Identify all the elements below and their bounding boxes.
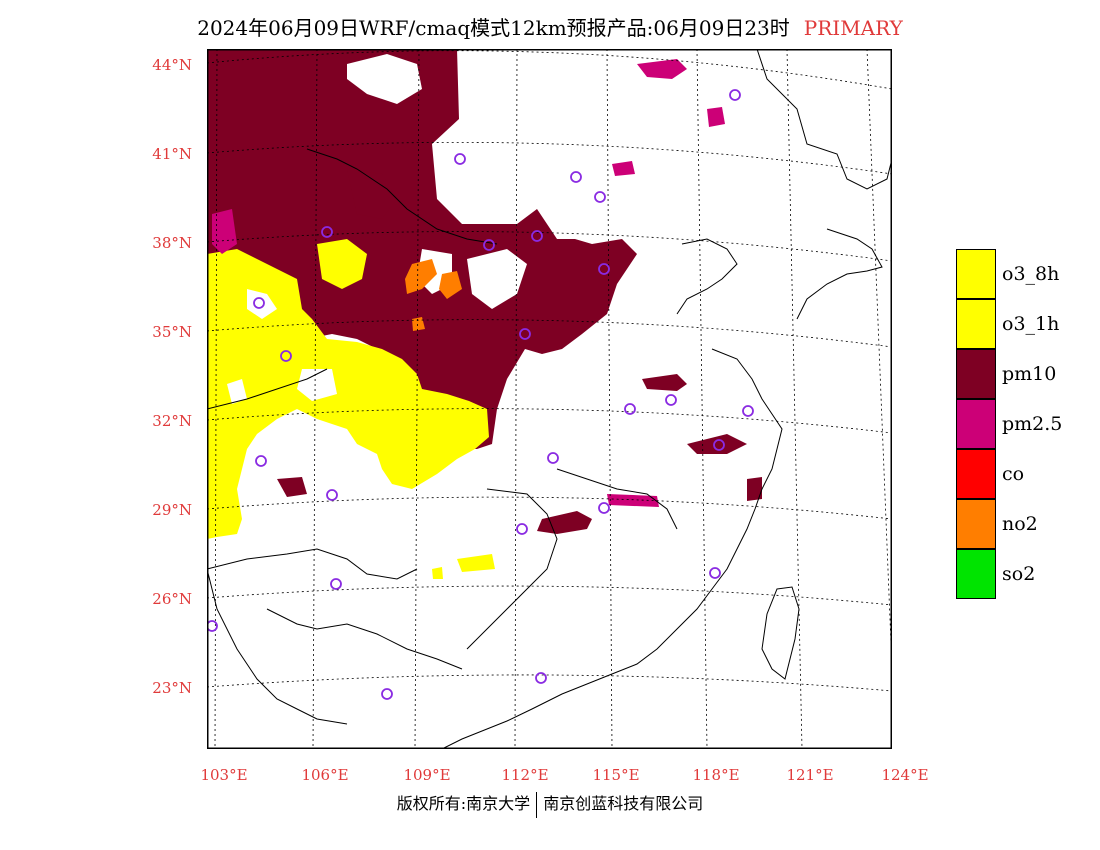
- lon-label-121: 121°E: [786, 766, 834, 784]
- legend-item-o3-1h: o3_1h: [956, 299, 1086, 349]
- legend-item-so2: so2: [956, 549, 1086, 599]
- legend-item-pm25: pm2.5: [956, 399, 1086, 449]
- lon-label-106: 106°E: [301, 766, 349, 784]
- legend-label: o3_8h: [1002, 263, 1060, 285]
- map-area: [207, 49, 892, 749]
- o3-holes: [227, 289, 337, 404]
- legend-item-pm10: pm10: [956, 349, 1086, 399]
- lon-label-112: 112°E: [501, 766, 549, 784]
- lat-label-38: 38°N: [152, 234, 192, 252]
- station-markers: [207, 89, 754, 700]
- lat-label-35: 35°N: [152, 323, 192, 341]
- lon-label-109: 109°E: [403, 766, 451, 784]
- lat-label-29: 29°N: [152, 501, 192, 519]
- graticule: [207, 49, 892, 749]
- legend-swatch: [956, 399, 996, 449]
- legend-label: o3_1h: [1002, 313, 1060, 335]
- map-border: [207, 49, 892, 749]
- lat-label-44: 44°N: [152, 56, 192, 74]
- legend-label: pm2.5: [1002, 413, 1063, 435]
- footer-divider: [536, 791, 538, 818]
- lat-label-26: 26°N: [152, 590, 192, 608]
- primary-tag: PRIMARY: [803, 16, 903, 40]
- legend-label: pm10: [1002, 363, 1057, 385]
- copyright-company: 南京创蓝科技有限公司: [543, 794, 704, 813]
- lat-label-23: 23°N: [152, 679, 192, 697]
- legend-item-co: co: [956, 449, 1086, 499]
- legend-swatch: [956, 249, 996, 299]
- legend-swatch: [956, 449, 996, 499]
- no2-region: [405, 259, 462, 331]
- legend-label: co: [1002, 463, 1025, 485]
- legend-swatch: [956, 499, 996, 549]
- copyright-owner: 版权所有:南京大学: [396, 794, 531, 813]
- o3-region: [207, 239, 495, 579]
- legend-item-o3-8h: o3_8h: [956, 249, 1086, 299]
- legend-label: so2: [1002, 563, 1036, 585]
- lon-label-115: 115°E: [592, 766, 640, 784]
- lon-label-124: 124°E: [881, 766, 929, 784]
- pm25-region: [212, 59, 725, 507]
- legend-swatch: [956, 349, 996, 399]
- legend-swatch: [956, 549, 996, 599]
- lon-label-118: 118°E: [692, 766, 740, 784]
- copyright-footer: 版权所有:南京大学 南京创蓝科技有限公司: [0, 790, 1100, 818]
- legend-swatch: [956, 299, 996, 349]
- legend-item-no2: no2: [956, 499, 1086, 549]
- legend-label: no2: [1002, 513, 1038, 535]
- lon-label-103: 103°E: [200, 766, 248, 784]
- lat-label-32: 32°N: [152, 412, 192, 430]
- map-title: 2024年06月09日WRF/cmaq模式12km预报产品:06月09日23时 P…: [197, 16, 903, 40]
- pollutant-legend: o3_8h o3_1h pm10 pm2.5 co no2 so2: [956, 249, 1086, 599]
- lat-label-41: 41°N: [152, 145, 192, 163]
- boundaries: [207, 49, 892, 749]
